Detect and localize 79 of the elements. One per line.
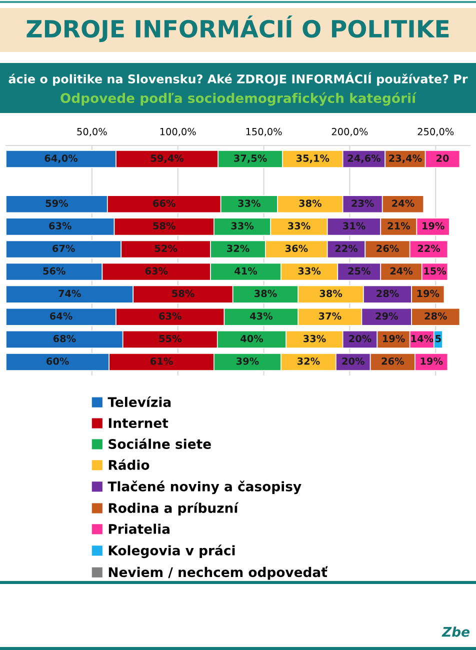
text: Odpovede podľa sociodemografických kategórií bbox=[60, 92, 417, 106]
legend-label: Televízia bbox=[108, 396, 171, 408]
x-tick-label: 200,0% bbox=[332, 128, 368, 136]
data-label: 33% bbox=[303, 334, 326, 342]
data-label: 67% bbox=[52, 244, 75, 252]
data-label: 37,5% bbox=[234, 154, 267, 164]
data-label: 24,6% bbox=[348, 154, 381, 164]
x-tick-label: 250,0% bbox=[418, 128, 454, 136]
legend-label: Kolegovia v práci bbox=[108, 544, 235, 558]
x-tick-label: 100,0% bbox=[160, 128, 196, 136]
data-label: 55% bbox=[159, 334, 182, 342]
data-label: 38% bbox=[299, 200, 322, 207]
data-label: 19% bbox=[422, 222, 444, 230]
data-label: 22% bbox=[418, 244, 440, 252]
data-label: 33% bbox=[238, 200, 260, 207]
legend-label: Rodina a príbuzní bbox=[108, 502, 239, 516]
data-label: 74% bbox=[58, 290, 81, 298]
data-label: 56% bbox=[43, 267, 66, 275]
data-label: 38% bbox=[320, 290, 342, 298]
data-label: 52% bbox=[154, 244, 178, 252]
data-label: 15% bbox=[424, 267, 446, 275]
data-label: 59,4% bbox=[150, 154, 184, 164]
data-label: 36% bbox=[285, 244, 308, 252]
data-label: 33% bbox=[231, 222, 254, 230]
data-label: 58% bbox=[172, 290, 194, 298]
data-label: 43% bbox=[250, 312, 273, 320]
legend-label: Internet bbox=[108, 418, 168, 428]
data-label: 64% bbox=[50, 312, 72, 320]
data-label: 63% bbox=[49, 222, 72, 230]
legend-label: Neviem / nechcem odpovedať bbox=[108, 566, 328, 580]
data-label: 64,0% bbox=[44, 154, 78, 164]
data-label: 33% bbox=[288, 222, 310, 230]
data-label: 19% bbox=[420, 357, 443, 365]
data-label: 25% bbox=[348, 267, 370, 275]
x-tick-label: 150,0% bbox=[246, 128, 282, 136]
data-label: 28% bbox=[424, 312, 447, 320]
x-tick-label: 50,0% bbox=[77, 128, 107, 136]
legend-label: Sociálne siete bbox=[108, 438, 211, 449]
data-label: 29% bbox=[376, 312, 398, 320]
data-label: 63% bbox=[145, 267, 168, 275]
data-label: 23% bbox=[352, 200, 374, 207]
data-label: 26% bbox=[382, 357, 404, 365]
data-label: 20% bbox=[349, 334, 372, 342]
data-label: 40% bbox=[240, 334, 264, 342]
legend-label: Rádio bbox=[108, 459, 150, 470]
data-label: 58% bbox=[153, 222, 176, 230]
data-label: 28% bbox=[376, 290, 399, 298]
text: Zbe bbox=[442, 626, 470, 637]
data-label: 24% bbox=[392, 200, 414, 207]
data-label: 63% bbox=[159, 312, 182, 320]
data-label: 59% bbox=[46, 200, 68, 207]
data-label: 24% bbox=[390, 267, 413, 275]
data-label: 37% bbox=[318, 312, 342, 320]
data-label: 21% bbox=[388, 222, 410, 230]
data-label: 22% bbox=[335, 244, 358, 252]
chart-title: ZDROJE INFORMÁCIÍ O POLITIKE bbox=[26, 16, 449, 42]
data-label: 61% bbox=[150, 357, 173, 365]
data-label: 20% bbox=[342, 357, 364, 365]
data-label: 26% bbox=[376, 244, 399, 252]
data-label: 14% bbox=[411, 334, 434, 342]
legend-label: Tlačené noviny a časopisy bbox=[108, 480, 302, 494]
data-label: 32% bbox=[227, 244, 250, 252]
data-label: 38% bbox=[254, 290, 277, 298]
data-label: 31% bbox=[343, 222, 366, 230]
data-label: 35,1% bbox=[296, 154, 330, 164]
data-label: 20 bbox=[436, 154, 449, 162]
data-label: 60% bbox=[46, 357, 69, 365]
chart-subtitle: ácie o politike na Slovensku? Aké ZDROJE INFORMÁCIÍ používate? Pr bbox=[8, 72, 468, 86]
data-label: 33% bbox=[298, 267, 321, 275]
data-label: 66% bbox=[153, 200, 176, 207]
legend-label: Priatelia bbox=[108, 524, 170, 534]
data-label: 19% bbox=[382, 334, 405, 342]
data-label: 32% bbox=[297, 357, 320, 365]
data-label: 23,4% bbox=[389, 154, 422, 164]
data-label: 41% bbox=[234, 267, 258, 275]
data-label: 39% bbox=[236, 357, 259, 365]
data-label: 5 bbox=[436, 335, 441, 342]
data-label: 68% bbox=[53, 334, 76, 342]
data-label: 19% bbox=[417, 290, 440, 298]
